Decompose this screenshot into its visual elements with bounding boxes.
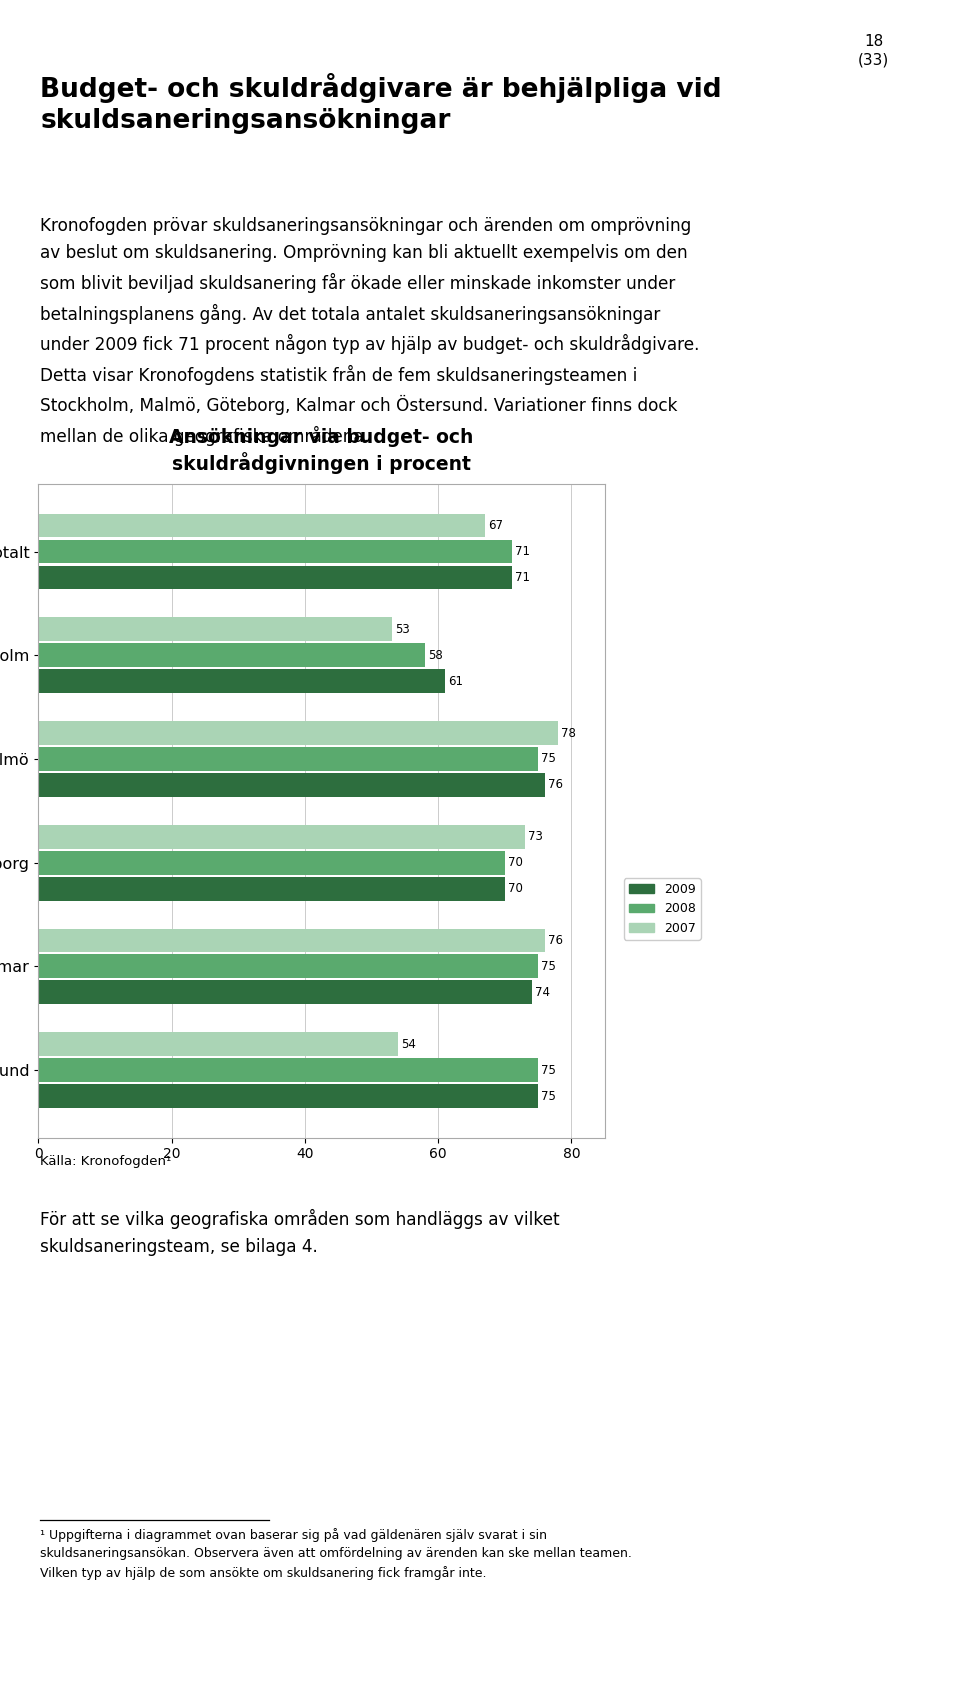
Bar — [38, 618, 392, 642]
Text: 54: 54 — [401, 1037, 417, 1051]
Text: 18: 18 — [864, 34, 883, 49]
Bar — [38, 851, 505, 874]
Text: Källa: Kronofogden¹: Källa: Kronofogden¹ — [40, 1155, 172, 1168]
Text: 76: 76 — [548, 934, 564, 947]
Text: Kronofogden prövar skuldsaneringsansökningar och ärenden om omprövning
av beslut: Kronofogden prövar skuldsaneringsansökni… — [40, 217, 700, 445]
Bar — [38, 1058, 539, 1082]
Text: (33): (33) — [858, 53, 889, 68]
Text: 75: 75 — [541, 1063, 557, 1077]
Bar — [38, 825, 525, 849]
Bar — [38, 722, 558, 745]
Bar — [38, 1083, 539, 1109]
Bar — [38, 954, 539, 978]
Bar — [38, 513, 485, 538]
Text: 53: 53 — [395, 623, 410, 635]
Bar — [38, 773, 545, 796]
Text: 76: 76 — [548, 778, 564, 791]
Bar — [38, 1032, 398, 1056]
Bar — [38, 644, 425, 667]
Bar — [38, 669, 444, 693]
Text: Budget- och skuldrådgivare är behjälpliga vid
skuldsaneringsansökningar: Budget- och skuldrådgivare är behjälplig… — [40, 73, 722, 134]
Bar — [38, 540, 512, 564]
Text: 61: 61 — [448, 674, 464, 688]
Text: 70: 70 — [508, 881, 523, 895]
Bar — [38, 565, 512, 589]
Text: 78: 78 — [562, 727, 576, 740]
Text: 58: 58 — [428, 649, 443, 662]
Text: 75: 75 — [541, 959, 557, 973]
Text: 74: 74 — [535, 987, 550, 998]
Bar — [38, 876, 505, 900]
Text: 71: 71 — [515, 545, 530, 559]
Title: Ansökningar via budget- och
skuldrådgivningen i procent: Ansökningar via budget- och skuldrådgivn… — [169, 428, 474, 474]
Text: 75: 75 — [541, 1090, 557, 1102]
Bar — [38, 929, 545, 953]
Text: För att se vilka geografiska områden som handläggs av vilket
skuldsaneringsteam,: För att se vilka geografiska områden som… — [40, 1209, 560, 1257]
Text: 75: 75 — [541, 752, 557, 766]
Bar — [38, 980, 532, 1004]
Bar — [38, 747, 539, 771]
Text: 70: 70 — [508, 856, 523, 869]
Text: ¹ Uppgifterna i diagrammet ovan baserar sig på vad gäldenären själv svarat i sin: ¹ Uppgifterna i diagrammet ovan baserar … — [40, 1528, 633, 1579]
Text: 73: 73 — [528, 830, 543, 844]
Legend: 2009, 2008, 2007: 2009, 2008, 2007 — [624, 878, 701, 939]
Text: 67: 67 — [489, 520, 503, 531]
Text: 71: 71 — [515, 571, 530, 584]
